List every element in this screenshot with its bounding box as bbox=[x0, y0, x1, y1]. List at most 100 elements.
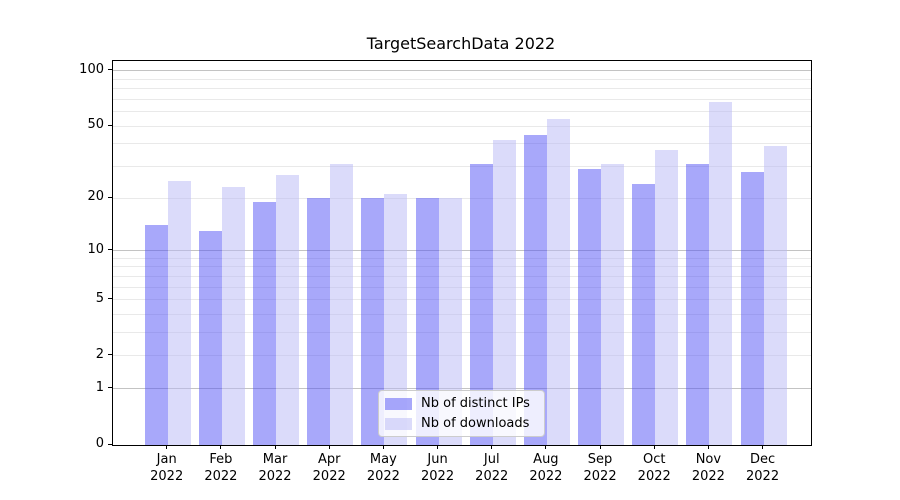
y-tick-label: 50 bbox=[87, 117, 104, 133]
bar-distinct-ips-dec bbox=[740, 171, 764, 445]
y-tick-label: 5 bbox=[95, 290, 104, 306]
x-tick-year: 2022 bbox=[204, 469, 238, 484]
bar-distinct-ips-feb bbox=[198, 231, 222, 445]
x-tick-year: 2022 bbox=[366, 469, 400, 484]
gridline-major bbox=[113, 70, 811, 72]
y-tick-mark bbox=[108, 69, 112, 71]
bar-downloads-aug bbox=[546, 118, 570, 445]
legend-label-downloads: Nb of downloads bbox=[421, 416, 530, 431]
gridline-minor bbox=[113, 299, 811, 301]
bar-downloads-sep bbox=[601, 164, 625, 445]
x-tick-label: Sep 2022 bbox=[560, 451, 640, 485]
x-tick-label: Oct 2022 bbox=[614, 451, 694, 485]
gridline-minor bbox=[113, 166, 811, 168]
gridline-minor bbox=[113, 286, 811, 288]
x-tick-year: 2022 bbox=[529, 469, 563, 484]
x-tick-label: Jul 2022 bbox=[452, 451, 532, 485]
y-tick-mark bbox=[108, 249, 112, 251]
y-tick-mark bbox=[108, 387, 112, 389]
y-tick-mark bbox=[108, 354, 112, 356]
bar-downloads-jan bbox=[167, 180, 191, 445]
x-tick-label: Dec 2022 bbox=[723, 451, 803, 485]
y-tick-mark bbox=[108, 298, 112, 300]
x-tick-year: 2022 bbox=[583, 469, 617, 484]
x-tick-label: Feb 2022 bbox=[181, 451, 261, 485]
y-tick-mark bbox=[108, 196, 112, 198]
gridline-minor bbox=[113, 143, 811, 145]
legend-label-distinct-ips: Nb of distinct IPs bbox=[421, 396, 530, 411]
plot-area bbox=[112, 60, 812, 446]
x-tick-year: 2022 bbox=[746, 469, 780, 484]
bar-downloads-jul bbox=[492, 140, 516, 445]
bar-downloads-mar bbox=[276, 174, 300, 445]
bar-downloads-apr bbox=[330, 164, 354, 445]
gridline-minor bbox=[113, 275, 811, 277]
x-tick-month: Dec bbox=[749, 452, 776, 467]
bar-distinct-ips-jan bbox=[144, 225, 168, 445]
legend-row-downloads: Nb of downloads bbox=[385, 416, 544, 431]
legend-swatch-downloads bbox=[385, 417, 412, 430]
x-tick-mark bbox=[707, 445, 709, 449]
x-tick-mark bbox=[274, 445, 276, 449]
gridline-major bbox=[113, 388, 811, 390]
x-tick-year: 2022 bbox=[258, 469, 292, 484]
x-tick-year: 2022 bbox=[421, 469, 455, 484]
x-tick-month: Jun bbox=[427, 452, 448, 467]
x-tick-year: 2022 bbox=[637, 469, 671, 484]
gridline-major bbox=[113, 250, 811, 252]
x-tick-label: Apr 2022 bbox=[289, 451, 369, 485]
x-tick-label: May 2022 bbox=[343, 451, 423, 485]
gridline-minor bbox=[113, 257, 811, 259]
bar-downloads-jun bbox=[438, 198, 462, 445]
gridline-minor bbox=[113, 355, 811, 357]
x-tick-month: Sep bbox=[587, 452, 613, 467]
x-tick-month: May bbox=[369, 452, 397, 467]
bar-distinct-ips-mar bbox=[253, 202, 277, 445]
x-tick-mark bbox=[166, 445, 168, 449]
gridline-minor bbox=[113, 314, 811, 315]
x-tick-mark bbox=[491, 445, 493, 449]
x-tick-mark bbox=[220, 445, 222, 449]
x-tick-year: 2022 bbox=[312, 469, 346, 484]
legend: Nb of distinct IPs Nb of downloads bbox=[378, 390, 545, 437]
x-tick-month: Oct bbox=[642, 452, 666, 467]
gridline-minor bbox=[113, 88, 811, 90]
x-tick-month: Feb bbox=[209, 452, 233, 467]
y-tick-label: 2 bbox=[95, 346, 104, 362]
x-tick-year: 2022 bbox=[150, 469, 184, 484]
y-tick-mark bbox=[108, 124, 112, 126]
legend-swatch-distinct-ips bbox=[385, 397, 412, 410]
x-tick-mark bbox=[382, 445, 384, 449]
x-tick-label: Nov 2022 bbox=[668, 451, 748, 485]
gridline-minor bbox=[113, 197, 811, 199]
x-tick-month: Mar bbox=[262, 452, 288, 467]
bar-downloads-feb bbox=[221, 187, 245, 445]
gridline-minor bbox=[113, 111, 811, 113]
y-tick-label: 20 bbox=[87, 189, 104, 205]
x-tick-mark bbox=[599, 445, 601, 449]
x-tick-month: Aug bbox=[533, 452, 559, 467]
gridline-minor bbox=[113, 332, 811, 334]
bar-distinct-ips-sep bbox=[578, 169, 602, 445]
x-tick-month: Jan bbox=[156, 452, 177, 467]
x-tick-year: 2022 bbox=[475, 469, 509, 484]
bar-distinct-ips-aug bbox=[523, 134, 547, 445]
y-tick-label: 100 bbox=[79, 61, 104, 77]
bar-distinct-ips-apr bbox=[307, 198, 331, 445]
x-tick-month: Apr bbox=[317, 452, 341, 467]
x-tick-label: Mar 2022 bbox=[235, 451, 315, 485]
gridline-minor bbox=[113, 98, 811, 100]
x-tick-mark bbox=[545, 445, 547, 449]
x-tick-mark bbox=[328, 445, 330, 449]
gridline-minor bbox=[113, 78, 811, 80]
bar-distinct-ips-nov bbox=[686, 164, 710, 445]
legend-row-distinct-ips: Nb of distinct IPs bbox=[385, 396, 544, 411]
y-tick-label: 0 bbox=[95, 436, 104, 451]
x-tick-label: Jun 2022 bbox=[398, 451, 478, 485]
bar-distinct-ips-jul bbox=[469, 164, 493, 445]
gridline-minor bbox=[113, 125, 811, 127]
bar-downloads-may bbox=[384, 194, 408, 445]
bar-downloads-nov bbox=[709, 101, 733, 445]
x-tick-label: Jan 2022 bbox=[127, 451, 207, 485]
